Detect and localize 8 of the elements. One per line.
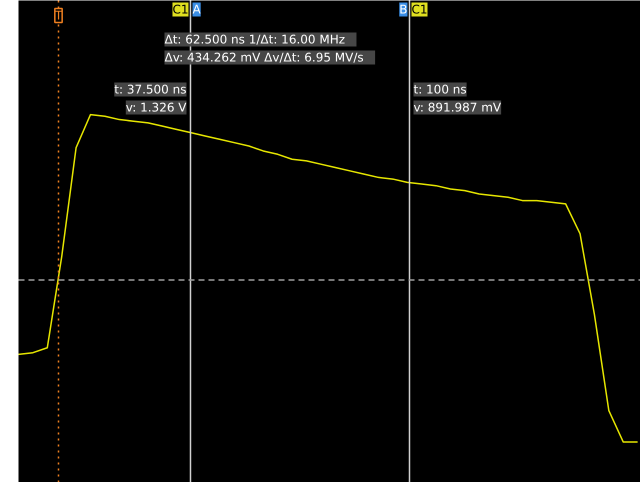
text: B xyxy=(399,2,408,16)
text: A xyxy=(192,2,202,16)
text: Δt: 62.500 ns 1/Δt: 16.00 MHz Δv: 434.262 mV Δv/Δt: 6.95 MV/s xyxy=(164,32,364,64)
text: C1 xyxy=(172,2,188,16)
text: T xyxy=(54,8,63,22)
text: t: 100 ns v: 891.987 mV xyxy=(413,82,502,114)
text: t: 37.500 ns v: 1.326 V xyxy=(114,82,188,114)
text: C1 xyxy=(411,2,428,16)
